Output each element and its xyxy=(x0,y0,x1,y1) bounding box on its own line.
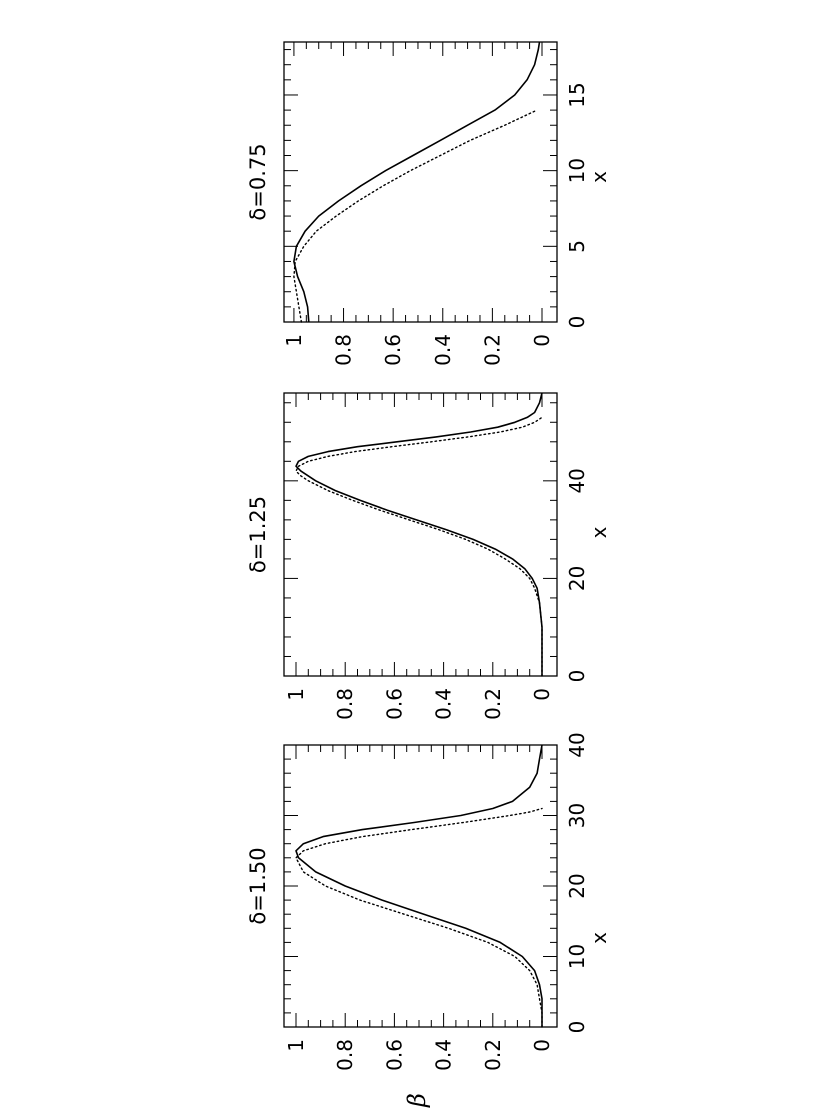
y-tick-label: 0.8 xyxy=(333,1039,357,1071)
y-tick-label: 0.6 xyxy=(382,688,406,720)
dotted-curve xyxy=(295,807,543,1028)
plot-frame xyxy=(283,41,558,323)
chart-panel-3: 0 5 10 15 0 0.2 0.4 0.6 0.8 1 x δ=0.75 xyxy=(246,41,611,366)
x-tick-label: 10 xyxy=(565,944,589,969)
y-tick-label: 0.6 xyxy=(382,1039,406,1071)
x-tick-label: 5 xyxy=(565,240,589,253)
y-tick-label: 0 xyxy=(530,1039,554,1052)
y-tick-label: 0.8 xyxy=(333,688,357,720)
plot-frame xyxy=(283,392,558,677)
y-tick-label: 0.4 xyxy=(431,334,455,366)
plot-frame xyxy=(283,744,558,1028)
solid-curve xyxy=(295,744,543,1027)
y-tick-label: 1 xyxy=(284,1039,308,1052)
x-tick-label: 0 xyxy=(565,316,589,329)
y-tick-label: 0.4 xyxy=(432,1039,456,1071)
y-tick-label: 0.4 xyxy=(432,688,456,720)
y-tick-label: 0.2 xyxy=(481,688,505,720)
x-tick-label: 10 xyxy=(565,158,589,183)
x-tick-label: 40 xyxy=(565,468,589,493)
dotted-curve xyxy=(295,416,543,677)
solid-curve xyxy=(293,41,541,323)
x-tick-label: 0 xyxy=(565,1021,589,1034)
x-axis-label: x xyxy=(587,932,611,944)
y-tick-label: 0.8 xyxy=(332,334,356,366)
x-tick-label: 0 xyxy=(565,670,589,683)
y-tick-label: 0 xyxy=(530,334,554,347)
panel-title: δ=1.50 xyxy=(246,847,270,924)
solid-curve xyxy=(295,392,543,676)
y-tick-label: 1 xyxy=(282,334,306,347)
x-tick-label: 20 xyxy=(565,566,589,591)
y-tick-label: 0.2 xyxy=(481,1039,505,1071)
x-tick-label: 20 xyxy=(565,873,589,898)
y-tick-label: 0.2 xyxy=(480,334,504,366)
y-tick-label: 1 xyxy=(284,688,308,701)
x-tick-label: 30 xyxy=(565,803,589,828)
x-axis-label: x xyxy=(587,171,611,183)
x-tick-label: 40 xyxy=(565,732,589,757)
y-tick-label: 0.6 xyxy=(381,334,405,366)
panel-title: δ=0.75 xyxy=(246,143,270,220)
panel-title: δ=1.25 xyxy=(246,496,270,573)
dotted-curve xyxy=(293,109,538,323)
chart-panel-2: 0 20 40 0 0.2 0.4 0.6 0.8 1 x δ=1.25 xyxy=(246,392,611,720)
x-tick-label: 15 xyxy=(565,82,589,107)
y-tick-label: 0 xyxy=(530,688,554,701)
chart-panel-1: 0 10 20 30 40 0 0.2 0.4 0.6 0.8 1 x δ=1.50 xyxy=(246,732,611,1071)
x-axis-label: x xyxy=(587,526,611,538)
y-axis-label-beta: β xyxy=(403,1093,431,1108)
